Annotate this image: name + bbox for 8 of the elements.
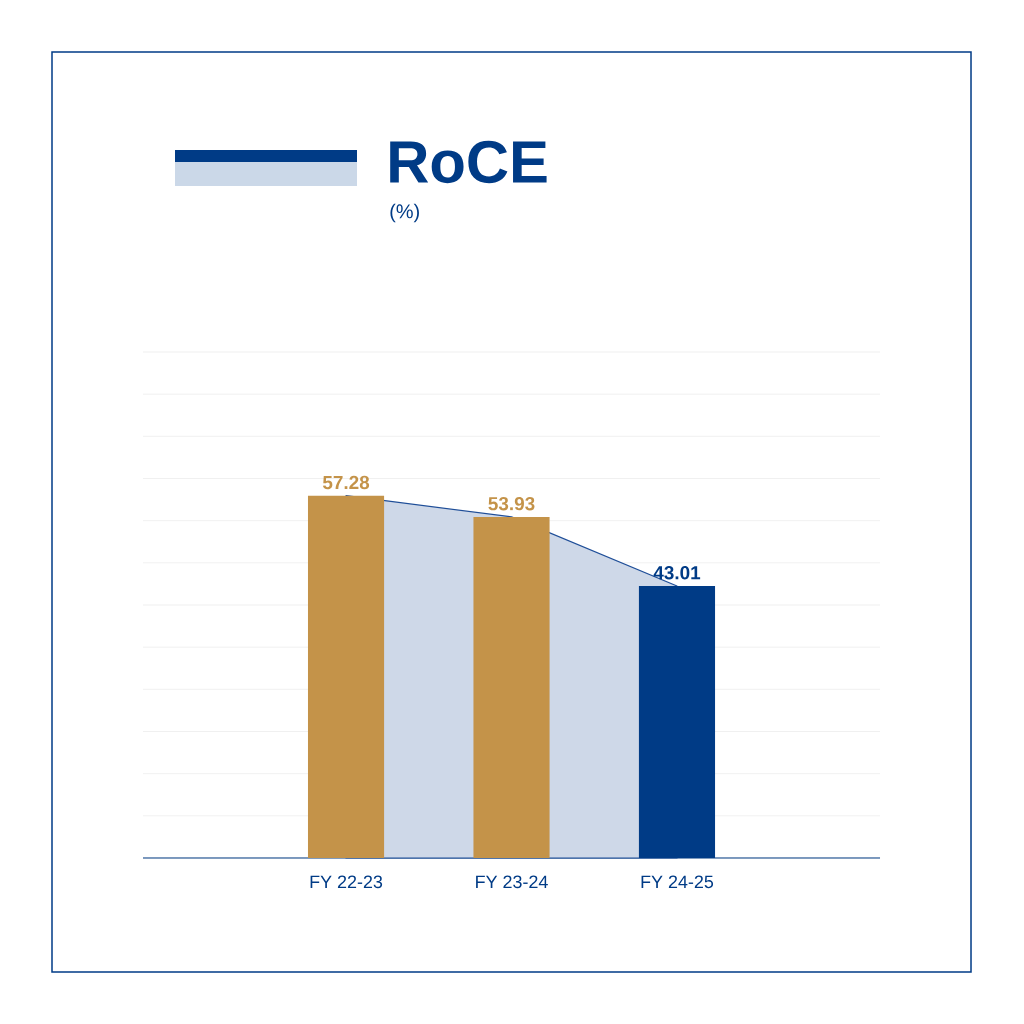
x-tick-label: FY 22-23 [310, 875, 383, 889]
data-label: 43.01 [653, 566, 701, 580]
chart-title: RoCE [390, 140, 547, 184]
data-label: 57.28 [322, 475, 370, 490]
x-tick-label: FY 24-25 [641, 875, 714, 889]
x-tick-label: FY 23-24 [476, 875, 548, 889]
chart-subtitle: (%) [390, 203, 419, 223]
data-label: 53.93 [488, 496, 535, 511]
